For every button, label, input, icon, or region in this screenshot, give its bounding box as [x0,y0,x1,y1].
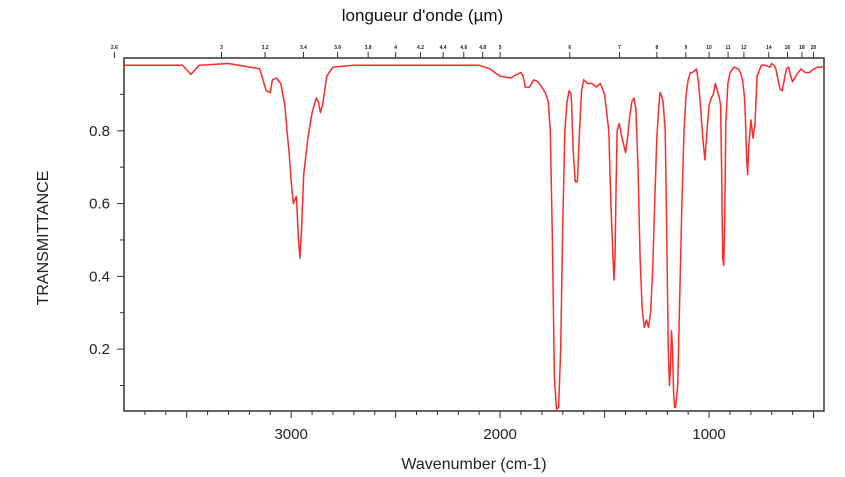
top-tick-label: 8 [655,45,658,51]
top-tick-label: 4.8 [479,45,486,51]
spectrum-line [124,62,825,410]
x-axis-ticks: 3000 2000 1000 [144,411,815,443]
top-tick-label: 18 [799,45,805,51]
top-tick-label: 3.2 [262,45,269,51]
y-tick-label: 0.6 [89,196,110,213]
top-tick-label: 4.4 [440,45,447,51]
top-tick-label: 4.2 [417,45,424,51]
top-tick-label: 4 [394,45,397,51]
top-tick-label: 3.4 [300,45,307,51]
top-tick-label: 7 [618,45,621,51]
top-tick-label: 10 [706,45,712,51]
top-tick-label: 3.6 [334,45,341,51]
top-tick-label: 16 [785,45,791,51]
x-tick-label: 1000 [692,426,725,443]
top-tick-label: 2.6 [111,45,118,51]
x-tick-label: 2000 [483,426,516,443]
y-tick-label: 0.4 [89,268,110,285]
top-tick-label: 4.6 [460,45,467,51]
top-axis-title: longueur d'onde (µm) [341,6,504,25]
top-tick-label: 14 [766,45,772,51]
top-axis-ticks: 2.6 3 3.2 3.4 3.6 3.8 4 4.2 4.4 4.6 4.8 5 6 7 8 9 10 11 12… [111,45,817,58]
top-tick-label: 12 [741,45,747,51]
plot-area-border [123,57,825,412]
x-tick-label: 3000 [274,426,307,443]
top-tick-label: 11 [725,45,731,51]
y-tick-label: 0.2 [89,341,110,358]
top-tick-label: 3 [220,45,223,51]
top-tick-label: 20 [811,45,817,51]
x-axis-title: Wavenumber (cm-1) [401,456,547,473]
top-tick-label: 9 [684,45,687,51]
y-axis-ticks: 0.2 0.4 0.6 0.8 [89,93,124,387]
top-tick-label: 3.8 [365,45,372,51]
top-tick-label: 6 [568,45,571,51]
y-tick-label: 0.8 [89,123,110,140]
top-tick-label: 5 [499,45,502,51]
